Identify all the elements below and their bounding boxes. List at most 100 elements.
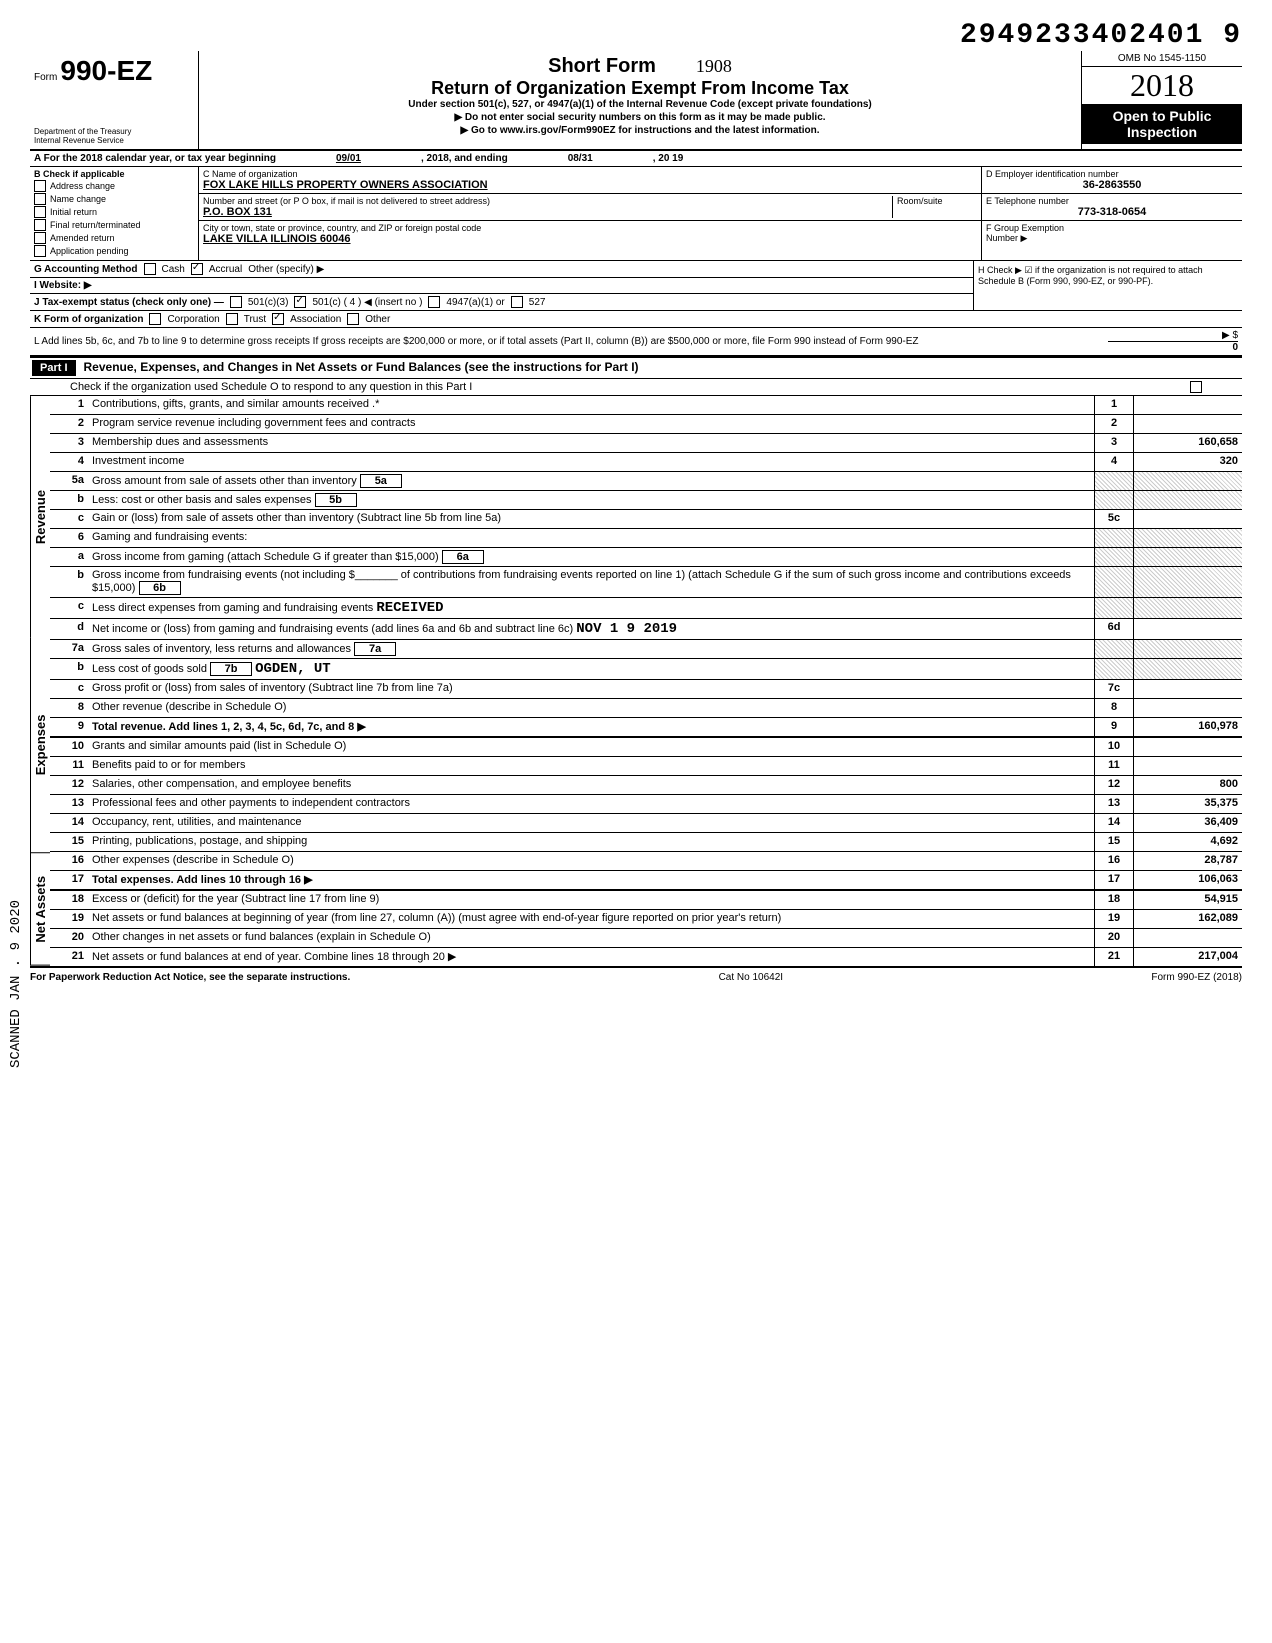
- phone: 773-318-0654: [986, 206, 1238, 218]
- b10: 10: [1094, 738, 1134, 756]
- a6b-shade: [1134, 567, 1242, 597]
- lbl-trust: Trust: [244, 314, 266, 325]
- chk-cash[interactable]: [144, 263, 156, 275]
- a21: 217,004: [1134, 948, 1242, 966]
- n11: 11: [50, 757, 88, 775]
- d16: Other expenses (describe in Schedule O): [88, 852, 1094, 870]
- b3: 3: [1094, 434, 1134, 452]
- vert-revenue: Revenue: [30, 396, 50, 637]
- a8: [1134, 699, 1242, 717]
- b12: 12: [1094, 776, 1134, 794]
- n7a: 7a: [50, 640, 88, 658]
- a14: 36,409: [1134, 814, 1242, 832]
- dln-number: 2949233402401 9: [30, 20, 1242, 51]
- b7a-shade: [1094, 640, 1134, 658]
- l-text: L Add lines 5b, 6c, and 7b to line 9 to …: [34, 336, 1102, 347]
- header-right: OMB No 1545-1150 2018 Open to Public Ins…: [1081, 51, 1242, 149]
- n7b: b: [50, 659, 88, 679]
- n14: 14: [50, 814, 88, 832]
- part1-tag: Part I: [32, 360, 76, 376]
- g-label: G Accounting Method: [34, 264, 138, 275]
- scanned-stamp: SCANNED JAN . 9 2020: [8, 900, 24, 1068]
- chk-501c[interactable]: [294, 296, 306, 308]
- chk-address[interactable]: [34, 180, 46, 192]
- d2: Program service revenue including govern…: [88, 415, 1094, 433]
- n6d: d: [50, 619, 88, 639]
- b1: 1: [1094, 396, 1134, 414]
- n5b: b: [50, 491, 88, 509]
- chk-name[interactable]: [34, 193, 46, 205]
- chk-501c3[interactable]: [230, 296, 242, 308]
- a7b-shade: [1134, 659, 1242, 679]
- a6-shade: [1134, 529, 1242, 547]
- a7c: [1134, 680, 1242, 698]
- chk-initial[interactable]: [34, 206, 46, 218]
- n7c: c: [50, 680, 88, 698]
- n4: 4: [50, 453, 88, 471]
- chk-accrual[interactable]: [191, 263, 203, 275]
- lbl-address: Address change: [50, 181, 115, 191]
- chk-assoc[interactable]: [272, 313, 284, 325]
- d5c: Gain or (loss) from sale of assets other…: [88, 510, 1094, 528]
- chk-527[interactable]: [511, 296, 523, 308]
- a19: 162,089: [1134, 910, 1242, 928]
- chk-amended[interactable]: [34, 232, 46, 244]
- b5a-shade: [1094, 472, 1134, 490]
- a3: 160,658: [1134, 434, 1242, 452]
- handwritten-year: 1908: [696, 56, 732, 77]
- c-name-label: C Name of organization: [203, 169, 977, 179]
- n17: 17: [50, 871, 88, 889]
- chk-final[interactable]: [34, 219, 46, 231]
- a10: [1134, 738, 1242, 756]
- i-website: I Website: ▶: [34, 280, 92, 291]
- lbl-pending: Application pending: [50, 246, 129, 256]
- chk-other-org[interactable]: [347, 313, 359, 325]
- n5a: 5a: [50, 472, 88, 490]
- b5c: 5c: [1094, 510, 1134, 528]
- chk-4947[interactable]: [428, 296, 440, 308]
- b20: 20: [1094, 929, 1134, 947]
- a5b-shade: [1134, 491, 1242, 509]
- d20: Other changes in net assets or fund bala…: [88, 929, 1094, 947]
- k-label: K Form of organization: [34, 314, 143, 325]
- d13: Professional fees and other payments to …: [88, 795, 1094, 813]
- a5a-shade: [1134, 472, 1242, 490]
- a2: [1134, 415, 1242, 433]
- b18: 18: [1094, 891, 1134, 909]
- n10: 10: [50, 738, 88, 756]
- b6a-shade: [1094, 548, 1134, 566]
- n21: 21: [50, 948, 88, 966]
- d17: Total expenses. Add lines 10 through 16 …: [88, 871, 1094, 889]
- n12: 12: [50, 776, 88, 794]
- chk-schedule-o[interactable]: [1190, 381, 1202, 393]
- chk-pending[interactable]: [34, 245, 46, 257]
- l-value: 0: [1108, 341, 1238, 353]
- d18: Excess or (deficit) for the year (Subtra…: [88, 891, 1094, 909]
- chk-trust[interactable]: [226, 313, 238, 325]
- a17: 106,063: [1134, 871, 1242, 889]
- row-a-mid: , 2018, and ending: [421, 153, 508, 164]
- f-group-num: Number ▶: [986, 233, 1238, 244]
- d10: Grants and similar amounts paid (list in…: [88, 738, 1094, 756]
- d-ein-label: D Employer identification number: [986, 169, 1238, 179]
- lbl-other-org: Other: [365, 314, 390, 325]
- chk-corp[interactable]: [149, 313, 161, 325]
- a15: 4,692: [1134, 833, 1242, 851]
- begin-date: 09/01: [336, 153, 361, 164]
- ogden-stamp: OGDEN, UT: [255, 661, 331, 677]
- a6c-shade: [1134, 598, 1242, 618]
- open-public-1: Open to Public: [1084, 108, 1240, 124]
- d7b: Less cost of goods sold 7b OGDEN, UT: [88, 659, 1094, 679]
- lbl-corp: Corporation: [167, 314, 219, 325]
- c-city-label: City or town, state or province, country…: [203, 223, 977, 233]
- d5b: Less: cost or other basis and sales expe…: [88, 491, 1094, 509]
- b6c-shade: [1094, 598, 1134, 618]
- b17: 17: [1094, 871, 1134, 889]
- ssn-warning: ▶ Do not enter social security numbers o…: [207, 112, 1073, 123]
- b16: 16: [1094, 852, 1134, 870]
- b19: 19: [1094, 910, 1134, 928]
- a6d: [1134, 619, 1242, 639]
- d6a: Gross income from gaming (attach Schedul…: [88, 548, 1094, 566]
- n5c: c: [50, 510, 88, 528]
- open-public-2: Inspection: [1084, 124, 1240, 140]
